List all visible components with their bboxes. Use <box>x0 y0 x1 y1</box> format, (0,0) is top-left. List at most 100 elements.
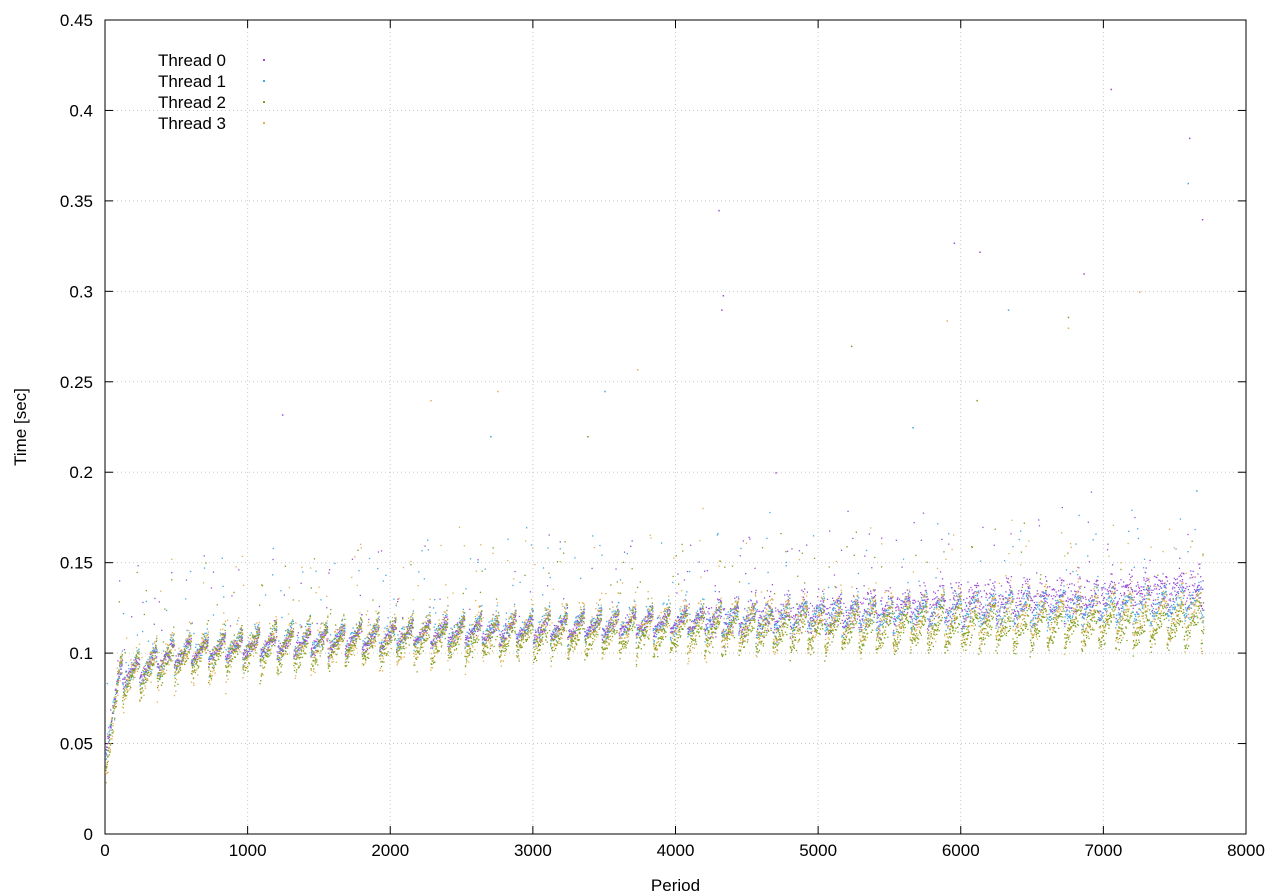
data-point <box>623 621 625 623</box>
data-point <box>914 613 916 615</box>
data-point <box>277 645 280 647</box>
data-point <box>156 648 158 651</box>
data-point <box>1014 622 1017 624</box>
data-point <box>1149 613 1151 615</box>
data-point <box>706 628 708 630</box>
data-point <box>1089 609 1091 611</box>
data-point <box>1002 617 1004 619</box>
data-point <box>726 622 728 625</box>
data-point <box>622 632 624 635</box>
data-point <box>462 619 464 621</box>
data-point <box>480 613 482 615</box>
data-point <box>414 639 417 642</box>
data-point <box>1012 625 1015 627</box>
data-point <box>247 644 249 646</box>
data-point <box>991 610 993 612</box>
data-point <box>731 608 733 611</box>
data-point <box>287 628 289 630</box>
data-point <box>105 753 107 755</box>
data-point <box>276 636 278 638</box>
data-point <box>434 631 436 634</box>
data-point <box>879 624 881 626</box>
data-point <box>1086 606 1088 608</box>
data-point <box>283 594 285 596</box>
data-point <box>607 625 609 627</box>
data-point <box>666 603 668 605</box>
data-point <box>1125 600 1127 602</box>
data-point <box>384 640 386 642</box>
data-point <box>781 616 783 618</box>
data-point <box>210 654 212 656</box>
data-point <box>1056 606 1058 609</box>
data-point <box>444 626 446 628</box>
data-point <box>542 567 545 569</box>
data-point <box>1182 590 1185 593</box>
data-point <box>560 633 562 635</box>
data-point <box>1083 623 1085 625</box>
data-point <box>247 650 249 653</box>
data-point <box>409 626 411 629</box>
data-point <box>1172 597 1174 600</box>
data-point <box>983 616 985 618</box>
data-point <box>343 627 345 629</box>
data-point <box>418 631 421 634</box>
data-point <box>574 622 576 624</box>
data-point <box>519 627 522 629</box>
data-point <box>592 622 595 624</box>
data-point <box>1013 622 1016 624</box>
data-point <box>1132 623 1134 625</box>
data-point <box>438 628 440 630</box>
data-point <box>806 601 808 603</box>
data-point <box>825 629 828 631</box>
data-point <box>579 622 581 624</box>
data-point <box>512 623 514 626</box>
data-point <box>741 623 743 625</box>
data-point <box>1064 590 1067 592</box>
data-point <box>808 624 810 626</box>
data-point <box>441 626 443 628</box>
data-point <box>115 689 117 691</box>
data-point <box>502 630 504 632</box>
data-point <box>1166 593 1168 596</box>
data-point <box>1100 618 1103 621</box>
data-point <box>1034 614 1036 617</box>
data-point <box>212 654 214 656</box>
data-point <box>724 623 726 625</box>
data-point <box>1104 609 1107 612</box>
data-point <box>1192 602 1195 604</box>
data-point <box>778 624 780 627</box>
data-point <box>574 557 576 559</box>
data-point <box>310 656 312 658</box>
data-point <box>957 593 959 595</box>
data-point <box>944 616 946 619</box>
data-point <box>543 629 545 631</box>
data-point <box>983 614 985 616</box>
data-point <box>1186 614 1188 617</box>
data-point <box>1176 603 1178 605</box>
data-point <box>822 606 825 608</box>
data-point <box>136 650 138 652</box>
data-point <box>410 616 412 618</box>
data-point <box>1170 612 1172 614</box>
data-point <box>525 633 527 635</box>
data-point <box>1062 591 1064 593</box>
data-point <box>943 594 945 596</box>
data-point <box>1015 605 1017 607</box>
data-point <box>1181 588 1183 590</box>
data-point <box>407 623 410 626</box>
data-point <box>1163 586 1165 588</box>
data-point <box>236 645 238 647</box>
data-point <box>1087 612 1089 614</box>
data-point <box>350 633 352 635</box>
data-point <box>165 658 167 661</box>
data-point <box>140 682 143 684</box>
data-point <box>907 592 909 595</box>
data-point <box>172 639 174 641</box>
data-point <box>838 599 840 602</box>
data-point <box>684 611 686 613</box>
data-point <box>696 612 698 615</box>
data-point <box>858 629 860 631</box>
data-point <box>1201 614 1203 616</box>
data-point <box>1166 612 1169 615</box>
data-point <box>997 621 999 623</box>
